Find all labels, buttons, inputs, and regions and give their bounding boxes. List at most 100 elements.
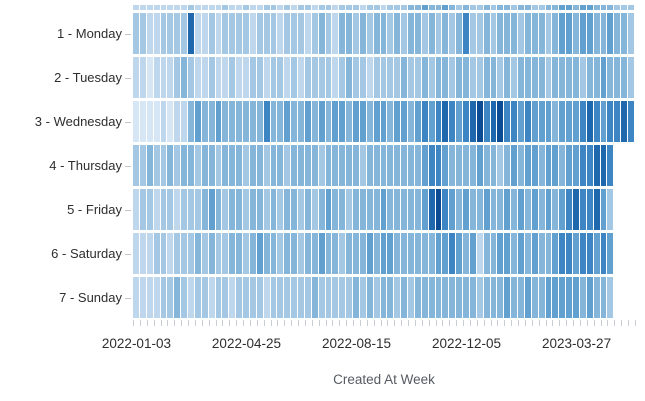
heatmap-cell[interactable]	[593, 5, 601, 10]
heatmap-cell[interactable]	[401, 5, 408, 10]
heatmap-cell[interactable]	[586, 233, 594, 274]
heatmap-cell[interactable]	[586, 13, 594, 54]
heatmap-cell[interactable]	[518, 145, 525, 186]
heatmap-cell[interactable]	[222, 57, 230, 98]
heatmap-cell[interactable]	[456, 145, 463, 186]
heatmap-cell[interactable]	[270, 101, 278, 142]
heatmap-cell[interactable]	[167, 233, 175, 274]
heatmap-cell[interactable]	[133, 13, 140, 54]
heatmap-cell[interactable]	[304, 101, 312, 142]
heatmap-cell[interactable]	[332, 277, 340, 318]
heatmap-cell[interactable]	[339, 13, 347, 54]
heatmap-cell[interactable]	[339, 5, 347, 10]
heatmap-cell[interactable]	[593, 145, 601, 186]
heatmap-cell[interactable]	[414, 101, 422, 142]
heatmap-cell[interactable]	[174, 145, 182, 186]
heatmap-cell[interactable]	[181, 57, 188, 98]
heatmap-cell[interactable]	[435, 57, 443, 98]
heatmap-cell[interactable]	[531, 233, 539, 274]
heatmap-cell[interactable]	[167, 13, 175, 54]
heatmap-cell[interactable]	[249, 145, 257, 186]
heatmap-cell[interactable]	[524, 13, 532, 54]
heatmap-cell[interactable]	[332, 101, 340, 142]
heatmap-cell[interactable]	[146, 57, 154, 98]
heatmap-cell[interactable]	[291, 101, 298, 142]
heatmap-cell[interactable]	[291, 57, 298, 98]
heatmap-cell[interactable]	[414, 277, 422, 318]
heatmap-cell[interactable]	[600, 233, 608, 274]
heatmap-cell[interactable]	[511, 145, 518, 186]
heatmap-cell[interactable]	[181, 277, 188, 318]
heatmap-cell[interactable]	[504, 5, 512, 10]
heatmap-cell[interactable]	[236, 145, 243, 186]
heatmap-cell[interactable]	[586, 101, 594, 142]
heatmap-cell[interactable]	[201, 277, 209, 318]
heatmap-cell[interactable]	[256, 145, 264, 186]
heatmap-cell[interactable]	[607, 277, 615, 318]
heatmap-cell[interactable]	[160, 5, 168, 10]
heatmap-cell[interactable]	[346, 57, 353, 98]
heatmap-cell[interactable]	[607, 101, 615, 142]
heatmap-cell[interactable]	[249, 57, 257, 98]
heatmap-cell[interactable]	[559, 277, 567, 318]
heatmap-cell[interactable]	[188, 101, 195, 142]
heatmap-cell[interactable]	[456, 277, 463, 318]
heatmap-cell[interactable]	[160, 189, 168, 230]
heatmap-cell[interactable]	[490, 57, 498, 98]
heatmap-cell[interactable]	[483, 5, 491, 10]
heatmap-cell[interactable]	[401, 101, 408, 142]
heatmap-cell[interactable]	[146, 277, 154, 318]
heatmap-cell[interactable]	[139, 101, 147, 142]
heatmap-cell[interactable]	[298, 101, 305, 142]
heatmap-cell[interactable]	[318, 277, 326, 318]
heatmap-cell[interactable]	[504, 145, 512, 186]
heatmap-cell[interactable]	[229, 233, 237, 274]
heatmap-cell[interactable]	[600, 189, 608, 230]
heatmap-cell[interactable]	[366, 277, 374, 318]
heatmap-cell[interactable]	[476, 145, 484, 186]
heatmap-cell[interactable]	[476, 277, 484, 318]
heatmap-cell[interactable]	[469, 145, 477, 186]
heatmap-cell[interactable]	[428, 101, 436, 142]
heatmap-cell[interactable]	[311, 233, 319, 274]
heatmap-cell[interactable]	[476, 5, 484, 10]
heatmap-cell[interactable]	[236, 233, 243, 274]
heatmap-cell[interactable]	[222, 101, 230, 142]
heatmap-cell[interactable]	[538, 13, 546, 54]
heatmap-cell[interactable]	[146, 233, 154, 274]
heatmap-cell[interactable]	[311, 189, 319, 230]
heatmap-cell[interactable]	[428, 13, 436, 54]
heatmap-cell[interactable]	[414, 189, 422, 230]
heatmap-cell[interactable]	[359, 233, 367, 274]
heatmap-cell[interactable]	[524, 189, 532, 230]
heatmap-cell[interactable]	[421, 13, 429, 54]
heatmap-cell[interactable]	[469, 5, 477, 10]
heatmap-cell[interactable]	[243, 5, 250, 10]
heatmap-cell[interactable]	[208, 145, 216, 186]
heatmap-cell[interactable]	[243, 145, 250, 186]
heatmap-cell[interactable]	[538, 57, 546, 98]
heatmap-cell[interactable]	[160, 57, 168, 98]
heatmap-cell[interactable]	[518, 233, 525, 274]
heatmap-cell[interactable]	[380, 57, 388, 98]
heatmap-cell[interactable]	[325, 189, 333, 230]
heatmap-cell[interactable]	[504, 13, 512, 54]
heatmap-cell[interactable]	[421, 145, 429, 186]
heatmap-cell[interactable]	[243, 57, 250, 98]
heatmap-cell[interactable]	[236, 277, 243, 318]
heatmap-cell[interactable]	[607, 5, 615, 10]
heatmap-cell[interactable]	[277, 233, 285, 274]
heatmap-cell[interactable]	[483, 57, 491, 98]
heatmap-cell[interactable]	[215, 101, 223, 142]
heatmap-cell[interactable]	[160, 233, 168, 274]
heatmap-cell[interactable]	[133, 189, 140, 230]
heatmap-cell[interactable]	[387, 5, 395, 10]
heatmap-cell[interactable]	[621, 101, 628, 142]
heatmap-cell[interactable]	[607, 189, 615, 230]
heatmap-cell[interactable]	[277, 13, 285, 54]
heatmap-cell[interactable]	[401, 189, 408, 230]
heatmap-cell[interactable]	[236, 13, 243, 54]
heatmap-cell[interactable]	[325, 13, 333, 54]
heatmap-cell[interactable]	[428, 277, 436, 318]
heatmap-cell[interactable]	[208, 101, 216, 142]
